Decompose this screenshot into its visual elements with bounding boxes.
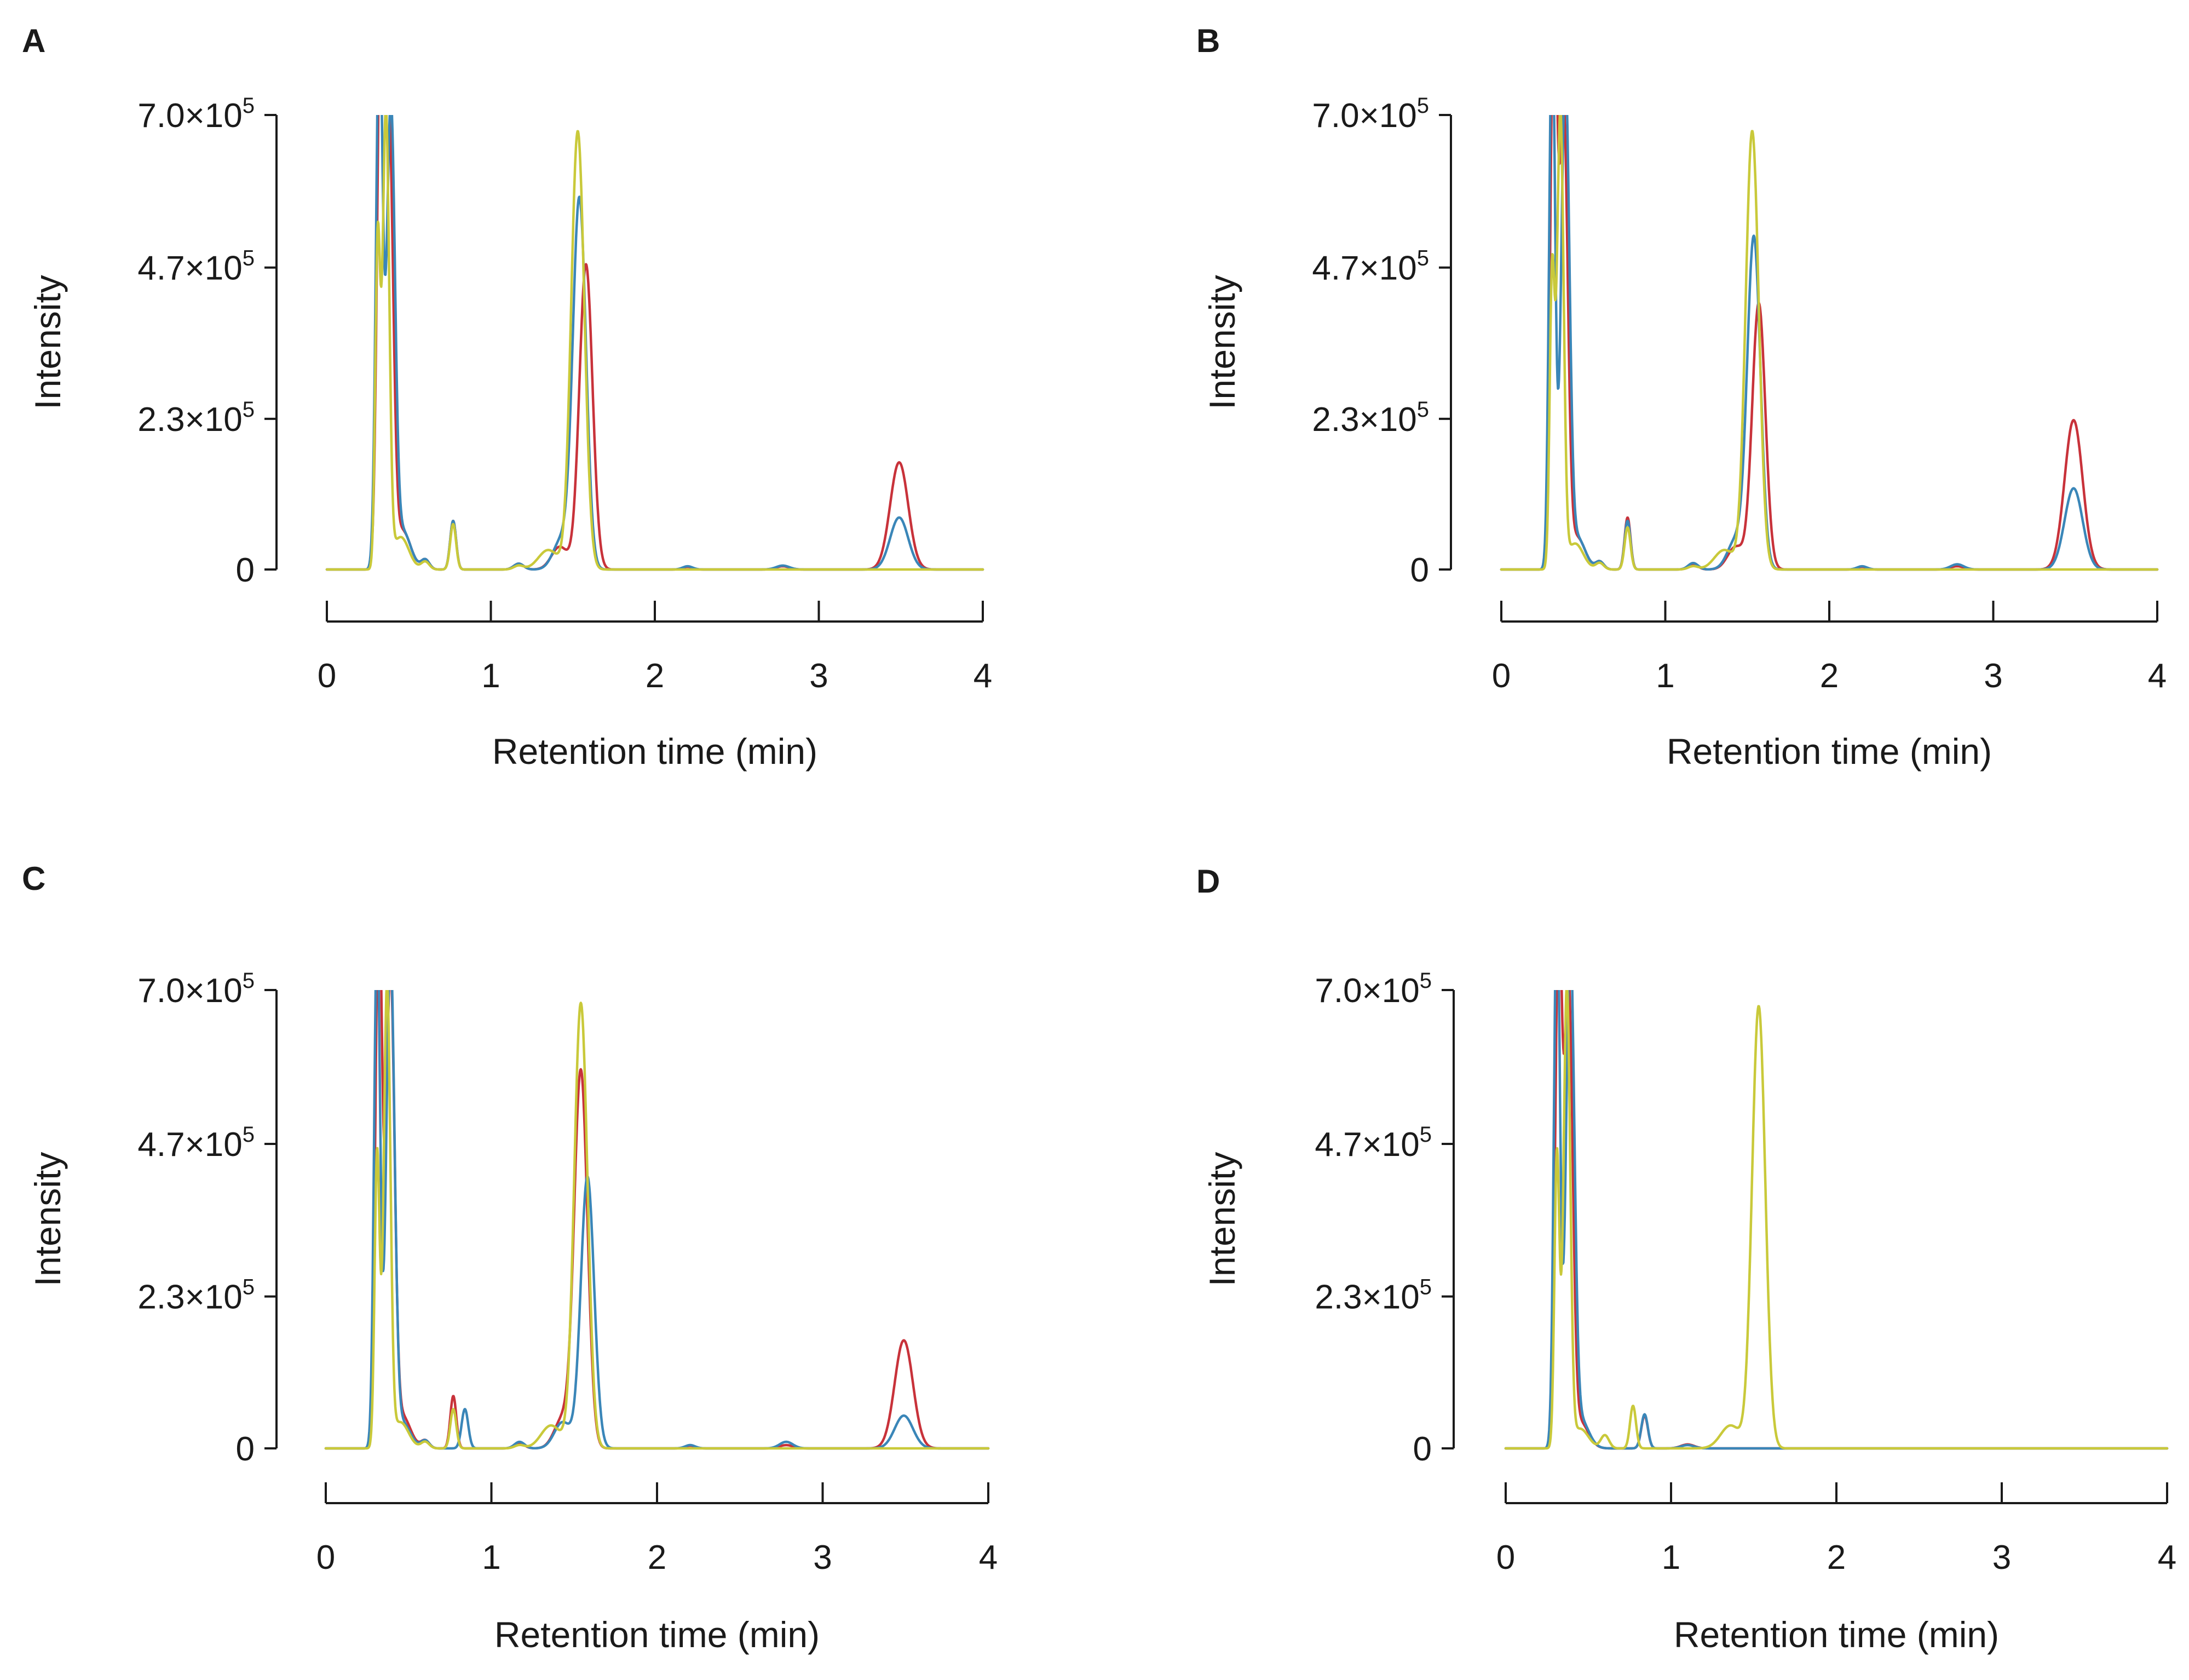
y-tick-label: 7.0×105 — [1312, 94, 1429, 135]
x-tick-label: 2 — [1827, 1539, 1846, 1577]
x-axis-title: Retention time (min) — [492, 731, 817, 772]
y-tick-label: 2.3×105 — [1315, 1275, 1432, 1316]
panel-letter: A — [22, 22, 45, 59]
panel-a: A 7.0×105 4.7×105 2.3×105 0 Intensity 0 1 2 3 4 Ret… — [22, 22, 992, 772]
y-tick-label: 4.7×105 — [137, 1123, 255, 1164]
x-tick-label: 3 — [809, 657, 828, 695]
x-tick-label: 4 — [2158, 1539, 2176, 1577]
y-tick-label: 0 — [236, 1430, 255, 1468]
x-tick-label: 1 — [1656, 657, 1674, 695]
x-tick-label: 1 — [1662, 1539, 1680, 1577]
y-tick-label: 0 — [1410, 551, 1429, 589]
x-tick-label: 0 — [316, 1539, 335, 1577]
y-axis-title: Intensity — [27, 275, 68, 410]
panel-d: D 7.0×105 4.7×105 2.3×105 0 Intensity 0 1 2 3 4 Ret… — [1196, 863, 2176, 1655]
x-tick-label: 0 — [318, 657, 336, 695]
x-axis-title: Retention time (min) — [1667, 731, 1992, 772]
series-line-yellow — [325, 115, 984, 571]
x-tick-label: 4 — [2148, 657, 2167, 695]
panel-letter: D — [1196, 863, 1220, 900]
series-group — [1500, 115, 2159, 571]
y-tick-label: 7.0×105 — [137, 94, 255, 135]
x-tick-label: 2 — [648, 1539, 666, 1577]
series-group — [1504, 990, 2169, 1450]
y-tick-label: 2.3×105 — [1312, 398, 1429, 439]
y-tick-label: 2.3×105 — [137, 1275, 255, 1316]
x-tick-label: 2 — [1820, 657, 1839, 695]
y-tick-label: 2.3×105 — [137, 398, 255, 439]
series-line-yellow — [1500, 115, 2159, 571]
y-tick-label: 7.0×105 — [1315, 969, 1432, 1010]
panel-letter: C — [22, 860, 45, 897]
x-axis-title: Retention time (min) — [1674, 1614, 1999, 1655]
x-tick-label: 2 — [646, 657, 664, 695]
x-tick-label: 3 — [1984, 657, 2002, 695]
x-tick-label: 3 — [1992, 1539, 2011, 1577]
series-group — [324, 990, 990, 1450]
series-line-yellow — [1504, 990, 2169, 1450]
x-tick-label: 1 — [482, 1539, 500, 1577]
y-axis-title: Intensity — [27, 1152, 68, 1287]
y-tick-label: 0 — [1413, 1430, 1432, 1468]
series-line-yellow — [324, 990, 990, 1450]
x-tick-label: 0 — [1492, 657, 1511, 695]
x-tick-label: 4 — [979, 1539, 998, 1577]
x-tick-label: 0 — [1496, 1539, 1515, 1577]
panel-c: C 7.0×105 4.7×105 2.3×105 0 Intensity 0 1 2 3 4 Ret… — [22, 860, 998, 1655]
y-tick-label: 0 — [236, 551, 255, 589]
y-tick-label: 4.7×105 — [137, 246, 255, 287]
y-tick-label: 7.0×105 — [137, 969, 255, 1010]
x-tick-label: 3 — [813, 1539, 832, 1577]
y-axis-title: Intensity — [1202, 275, 1242, 410]
y-tick-label: 4.7×105 — [1312, 246, 1429, 287]
x-tick-label: 1 — [481, 657, 500, 695]
panel-letter: B — [1196, 22, 1220, 59]
series-group — [325, 115, 984, 571]
y-axis-title: Intensity — [1202, 1152, 1242, 1287]
x-axis-title: Retention time (min) — [494, 1614, 820, 1655]
y-tick-label: 4.7×105 — [1315, 1123, 1432, 1164]
x-tick-label: 4 — [973, 657, 992, 695]
panel-b: B 7.0×105 4.7×105 2.3×105 0 Intensity 0 1 2 3 4 Ret… — [1196, 22, 2167, 772]
